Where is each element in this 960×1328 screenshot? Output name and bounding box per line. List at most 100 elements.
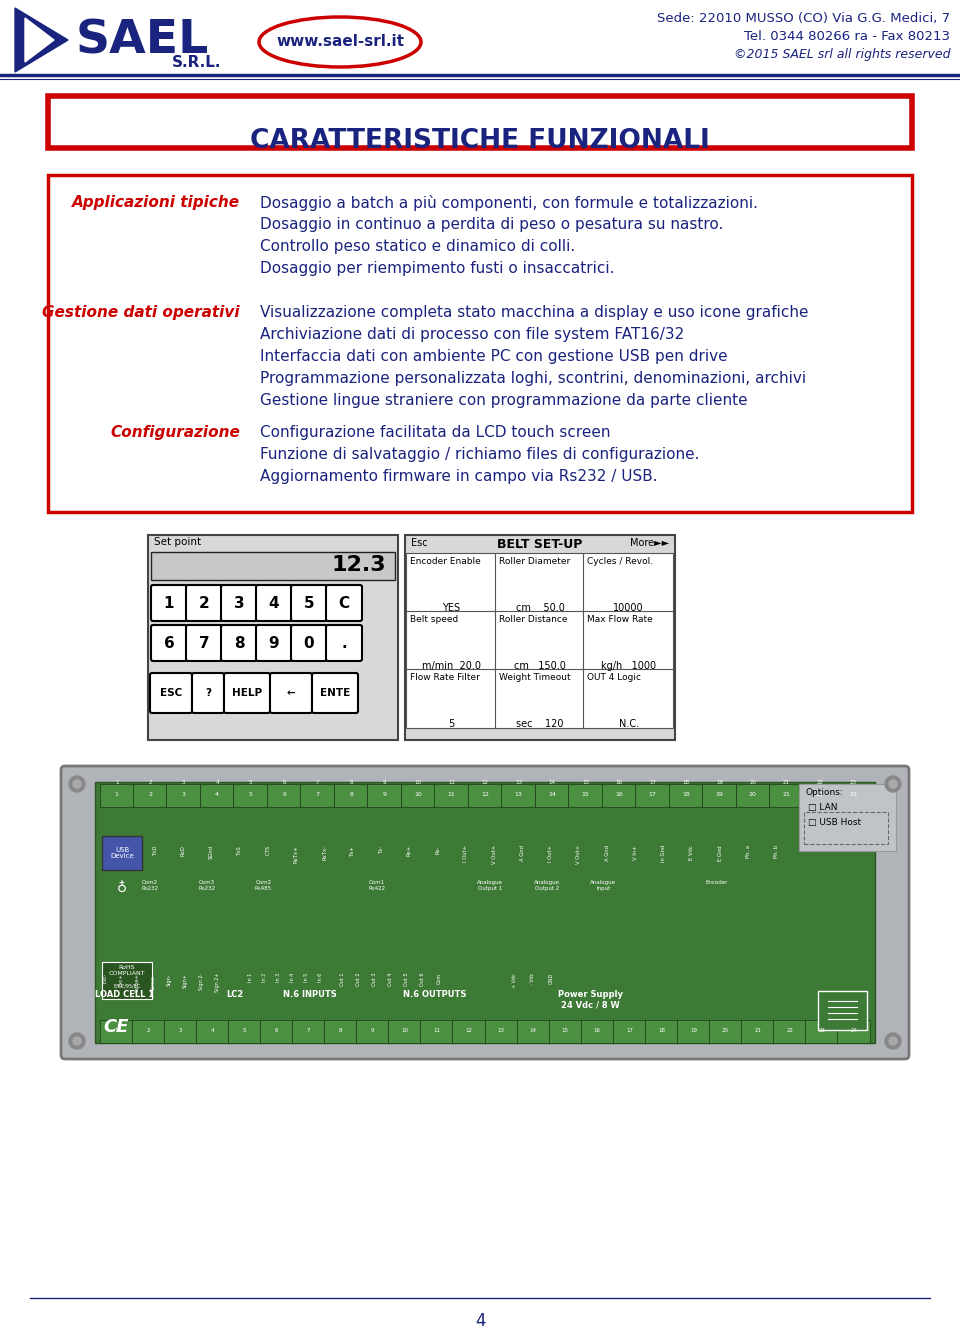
Text: 5: 5 (249, 793, 252, 798)
Text: In 5: In 5 (303, 973, 308, 983)
Text: V Out+: V Out+ (492, 845, 496, 865)
FancyBboxPatch shape (368, 784, 401, 806)
FancyBboxPatch shape (151, 586, 187, 622)
Text: Encoder Enable: Encoder Enable (410, 556, 481, 566)
FancyBboxPatch shape (196, 1020, 228, 1042)
FancyBboxPatch shape (133, 784, 166, 806)
FancyBboxPatch shape (494, 611, 585, 671)
Text: 9: 9 (371, 1028, 374, 1033)
FancyBboxPatch shape (192, 673, 224, 713)
Text: 13: 13 (515, 780, 522, 785)
FancyBboxPatch shape (291, 586, 327, 622)
FancyBboxPatch shape (233, 784, 267, 806)
FancyBboxPatch shape (584, 552, 673, 612)
Text: ←: ← (287, 688, 296, 699)
Text: 9: 9 (269, 636, 279, 651)
Text: 5: 5 (243, 1028, 246, 1033)
Text: V Out+: V Out+ (576, 845, 582, 865)
FancyBboxPatch shape (434, 784, 468, 806)
Text: A Gnd: A Gnd (605, 845, 610, 861)
Text: LC2: LC2 (227, 989, 244, 999)
FancyBboxPatch shape (186, 586, 222, 622)
Text: Options:: Options: (805, 788, 843, 797)
Text: sec    120: sec 120 (516, 718, 564, 729)
Text: 10000: 10000 (613, 603, 644, 614)
Text: Ph. b: Ph. b (774, 845, 780, 858)
FancyBboxPatch shape (61, 766, 909, 1058)
Text: 4: 4 (475, 1312, 485, 1328)
Text: 23: 23 (850, 793, 857, 798)
Text: 16: 16 (615, 793, 623, 798)
Text: 16: 16 (615, 780, 622, 785)
Text: Com2
Rs485: Com2 Rs485 (254, 880, 272, 891)
Text: 14: 14 (530, 1028, 537, 1033)
FancyBboxPatch shape (405, 535, 675, 740)
Text: In Gnd: In Gnd (661, 845, 666, 862)
Text: 10: 10 (415, 780, 421, 785)
Text: Exc-: Exc- (103, 973, 108, 983)
Text: RxTx-: RxTx- (322, 845, 327, 861)
Text: Sign 2-: Sign 2- (199, 973, 204, 991)
FancyBboxPatch shape (584, 611, 673, 671)
Text: HELP: HELP (232, 688, 262, 699)
FancyBboxPatch shape (267, 784, 300, 806)
Text: A Gnd: A Gnd (520, 845, 525, 861)
Text: More►►: More►► (630, 538, 669, 548)
Text: Controllo peso statico e dinamico di colli.: Controllo peso statico e dinamico di col… (260, 239, 575, 254)
FancyBboxPatch shape (799, 784, 896, 851)
Text: Applicazioni tipiche: Applicazioni tipiche (72, 195, 240, 210)
FancyBboxPatch shape (260, 1020, 292, 1042)
Text: 13: 13 (497, 1028, 505, 1033)
Text: 18: 18 (682, 793, 689, 798)
Circle shape (73, 1037, 81, 1045)
Circle shape (885, 1033, 901, 1049)
Text: 15: 15 (582, 793, 589, 798)
Text: TxS: TxS (237, 845, 242, 855)
Text: + Vdc: + Vdc (513, 973, 517, 988)
Text: □ LAN: □ LAN (808, 803, 837, 811)
Text: Gestione lingue straniere con programmazione da parte cliente: Gestione lingue straniere con programmaz… (260, 393, 748, 408)
FancyBboxPatch shape (48, 96, 912, 147)
FancyBboxPatch shape (645, 1020, 677, 1042)
FancyBboxPatch shape (837, 1020, 870, 1042)
Text: Gestione dati operativi: Gestione dati operativi (42, 305, 240, 320)
Text: 4: 4 (215, 780, 219, 785)
Text: Ph. a: Ph. a (746, 845, 751, 858)
Text: Power Supply
24 Vdc / 8 W: Power Supply 24 Vdc / 8 W (558, 989, 622, 1009)
Text: BELT SET-UP: BELT SET-UP (497, 538, 583, 551)
Text: Com2
Rs232: Com2 Rs232 (141, 880, 158, 891)
Text: 19: 19 (690, 1028, 697, 1033)
Text: 1: 1 (164, 595, 175, 611)
Text: Out 4: Out 4 (389, 973, 394, 987)
Text: 2: 2 (148, 793, 153, 798)
Text: 21: 21 (782, 780, 790, 785)
FancyBboxPatch shape (468, 784, 501, 806)
Text: 8: 8 (233, 636, 244, 651)
Text: Cycles / Revol.: Cycles / Revol. (588, 556, 654, 566)
FancyBboxPatch shape (735, 784, 769, 806)
Text: 18: 18 (658, 1028, 665, 1033)
FancyBboxPatch shape (256, 586, 292, 622)
Text: 7: 7 (307, 1028, 310, 1033)
Text: 4: 4 (210, 1028, 214, 1033)
Text: 8: 8 (349, 793, 353, 798)
Text: CTS: CTS (266, 845, 271, 855)
Text: Tx+: Tx+ (350, 845, 355, 855)
Text: Tx-: Tx- (378, 845, 384, 854)
Text: Weight Timeout: Weight Timeout (498, 673, 570, 683)
Text: 24: 24 (851, 1028, 857, 1033)
Text: In 1: In 1 (248, 973, 252, 983)
Text: I Out+: I Out+ (464, 845, 468, 862)
Text: N.6 INPUTS: N.6 INPUTS (283, 989, 337, 999)
Text: Rx-: Rx- (435, 845, 440, 854)
Circle shape (885, 776, 901, 791)
FancyBboxPatch shape (549, 1020, 581, 1042)
FancyBboxPatch shape (535, 784, 568, 806)
Text: LOAD CELL 1: LOAD CELL 1 (95, 989, 155, 999)
Text: 19: 19 (715, 793, 723, 798)
FancyBboxPatch shape (602, 784, 636, 806)
Text: RoHS
COMPLIANT: RoHS COMPLIANT (108, 965, 145, 976)
Text: Sign+: Sign+ (182, 973, 187, 988)
FancyBboxPatch shape (291, 625, 327, 661)
Text: Funzione di salvataggio / richiamo files di configurazione.: Funzione di salvataggio / richiamo files… (260, 448, 700, 462)
